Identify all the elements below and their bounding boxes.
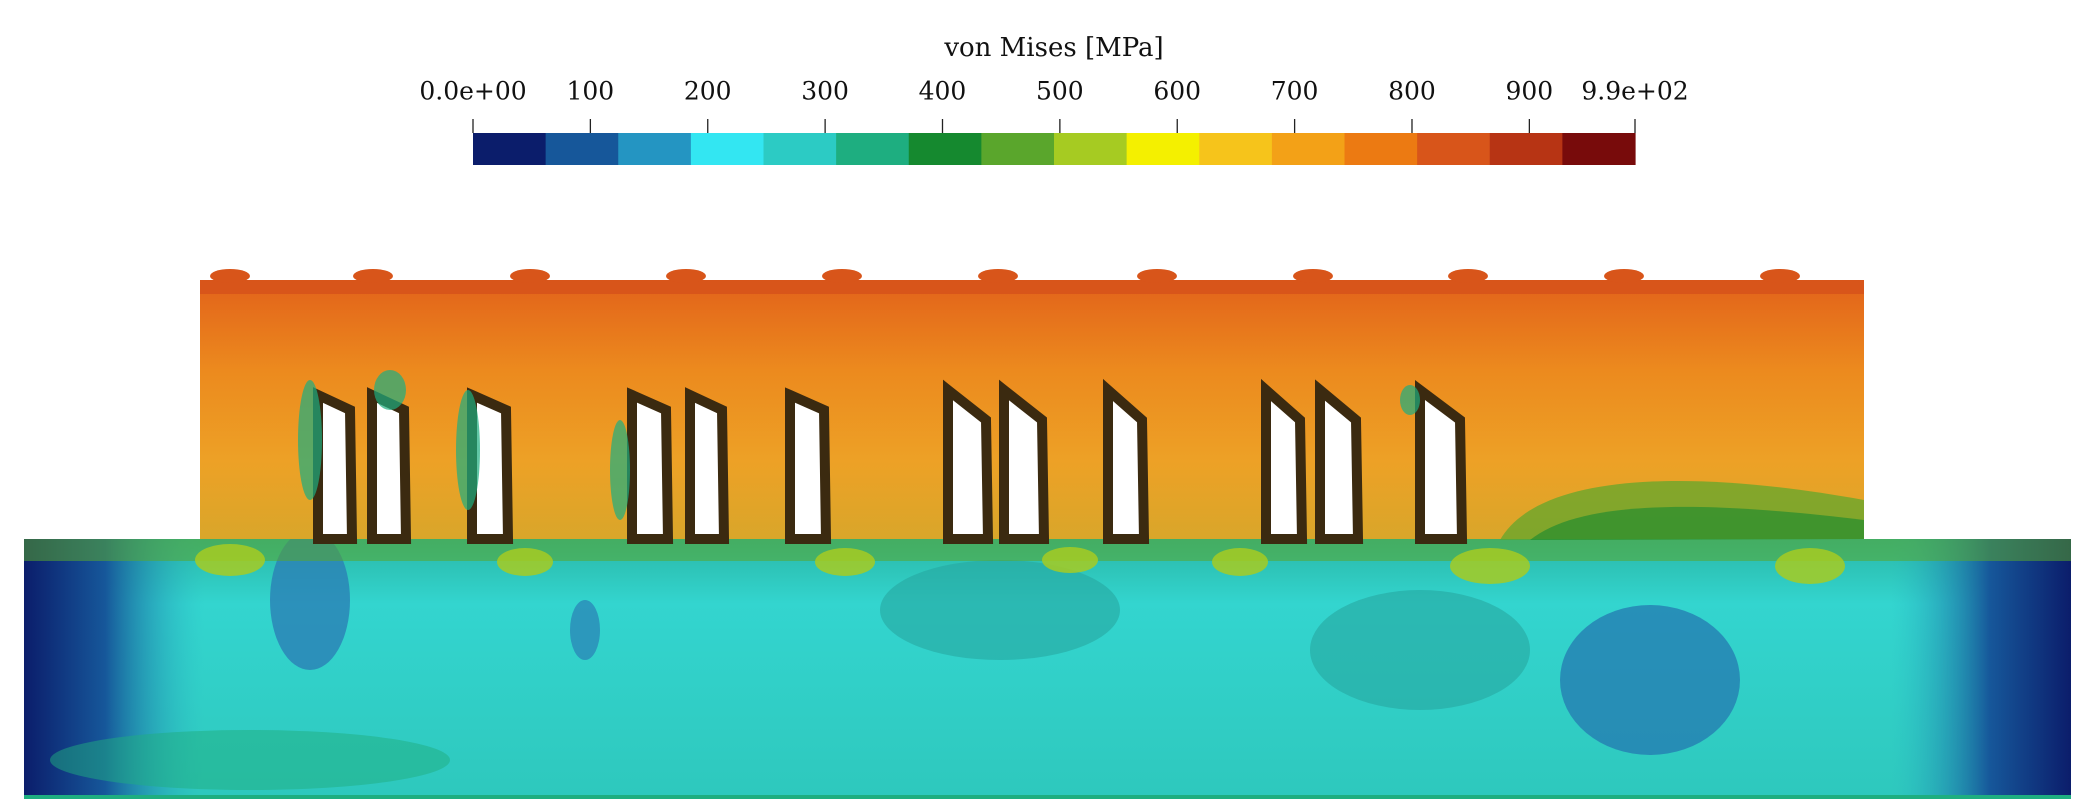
colorbar-segment — [1199, 133, 1272, 165]
base-edge — [1891, 539, 2071, 799]
colorbar-tick-label: 400 — [919, 77, 967, 106]
colorbar: 0.0e+00 100 200 300 400 500 600 700 800 900 9.9e+0… — [419, 77, 1688, 166]
colorbar-tick-label: 600 — [1153, 77, 1201, 106]
page: {"colorbar": { "title": "von Mises [MPa]… — [0, 0, 2088, 801]
colorbar-tick-label: 900 — [1506, 77, 1554, 106]
colorbar-tick-label: 800 — [1388, 77, 1436, 106]
base-bottom — [24, 795, 2071, 799]
colorbar-tick-label: 700 — [1271, 77, 1319, 106]
colorbar-segment — [1490, 133, 1563, 165]
colorbar-tick-label: 300 — [801, 77, 849, 106]
colorbar-segment — [546, 133, 619, 165]
colorbar-segment — [1562, 133, 1635, 165]
colorbar-segment — [909, 133, 982, 165]
stress-region — [50, 730, 450, 790]
colorbar-segment — [1272, 133, 1345, 165]
stress-region — [1310, 590, 1530, 710]
colorbar-segment — [981, 133, 1054, 165]
colorbar-segment — [764, 133, 837, 165]
colorbar-tick-label: 500 — [1036, 77, 1084, 106]
colorbar-segment — [836, 133, 909, 165]
scene: von Mises [MPa] 0.0e+00 100 200 300 400 500 60… — [0, 0, 2088, 801]
colorbar-segment — [1417, 133, 1490, 165]
colorbar-segment — [1345, 133, 1418, 165]
colorbar-segment — [1054, 133, 1127, 165]
colorbar-tick-label: 0.0e+00 — [419, 77, 526, 106]
colorbar-title: von Mises [MPa] — [943, 33, 1163, 63]
colorbar-segment — [473, 133, 546, 165]
stress-region — [570, 600, 600, 660]
colorbar-segment — [691, 133, 764, 165]
stress-region — [880, 560, 1120, 660]
model — [24, 269, 2071, 799]
colorbar-segment — [1127, 133, 1200, 165]
colorbar-segment — [618, 133, 691, 165]
colorbar-tick-label: 100 — [567, 77, 615, 106]
colorbar-tick-label: 200 — [684, 77, 732, 106]
colorbar-tick-label: 9.9e+02 — [1581, 77, 1688, 106]
stress-region — [1560, 605, 1740, 755]
